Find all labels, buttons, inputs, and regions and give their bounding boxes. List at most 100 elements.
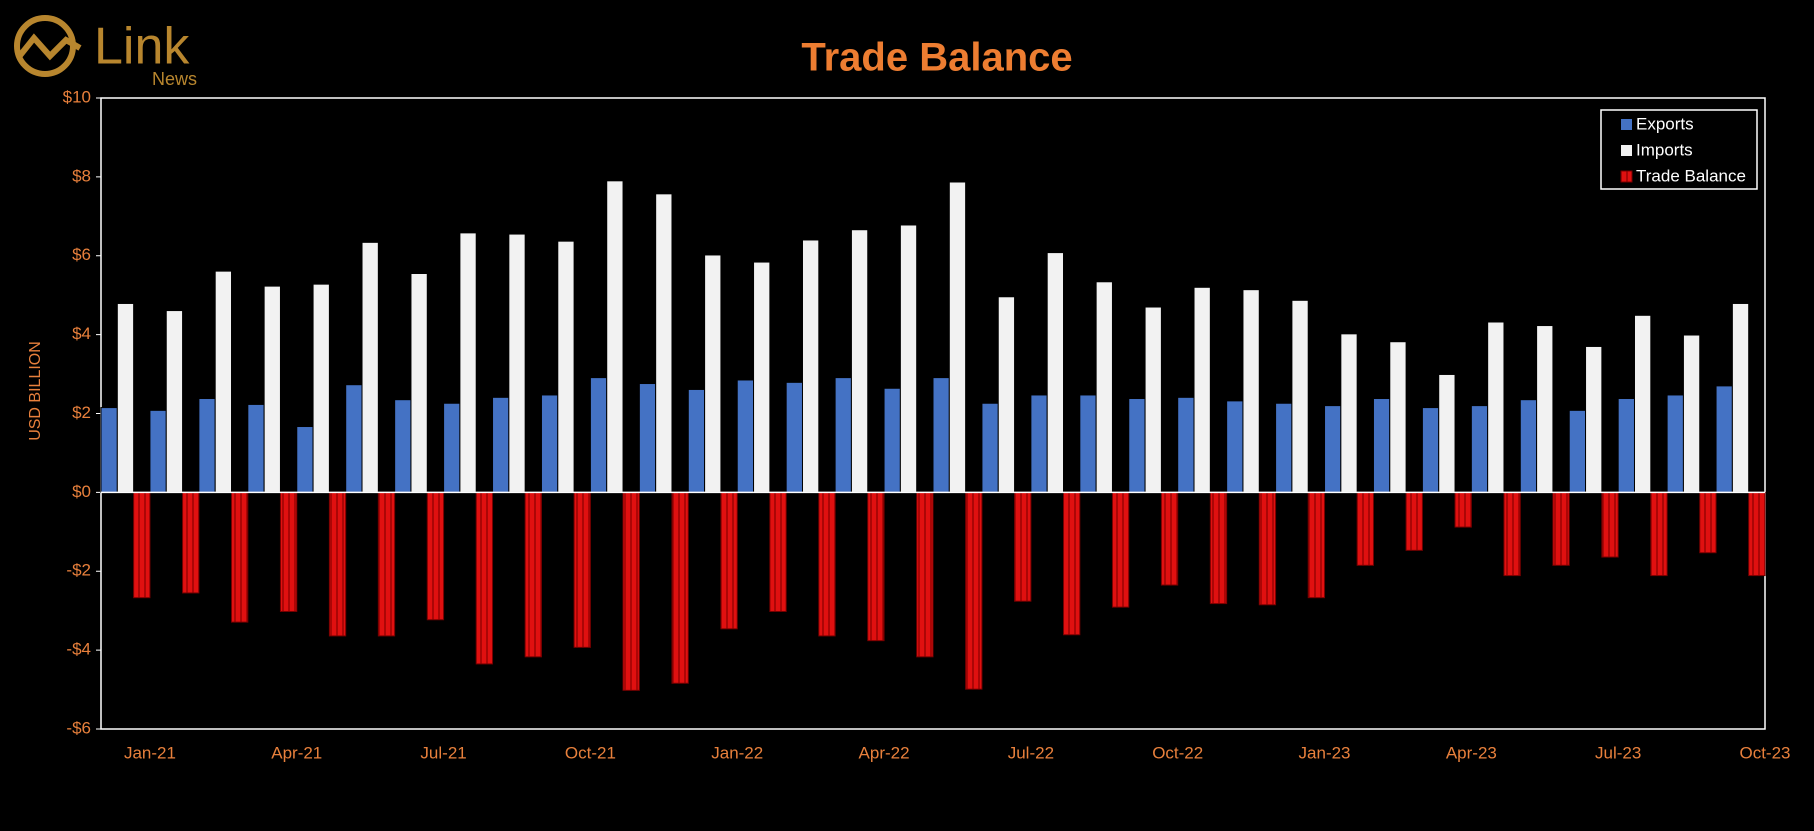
bar [1372, 398, 1391, 493]
bar [1503, 491, 1521, 577]
y-tick-label: $8 [72, 166, 91, 185]
bar [1079, 394, 1097, 493]
bar [1014, 491, 1032, 602]
bar [1258, 491, 1277, 606]
y-tick-label: $0 [72, 482, 91, 501]
bar [410, 272, 428, 493]
bar [785, 381, 803, 493]
y-tick-label: $2 [72, 403, 91, 422]
legend-swatch [1621, 145, 1632, 156]
bar [1030, 394, 1048, 493]
bar [1682, 334, 1701, 493]
bar [1405, 491, 1423, 551]
bar [997, 296, 1016, 493]
bar [818, 491, 836, 637]
x-tick-label: Oct-23 [1739, 743, 1790, 762]
bar [899, 224, 918, 493]
bar [459, 232, 477, 493]
bar [1438, 373, 1456, 493]
bar [296, 426, 314, 493]
bar [1046, 252, 1065, 493]
bar [1307, 491, 1326, 599]
bar [1209, 491, 1228, 605]
bar [932, 377, 950, 493]
bar [312, 283, 330, 493]
x-tick-label: Jan-21 [124, 743, 176, 762]
bar [1275, 402, 1293, 493]
bar [916, 491, 934, 658]
bar [1666, 394, 1684, 493]
bar [801, 239, 820, 493]
bar [328, 491, 347, 637]
bar [1177, 396, 1195, 493]
y-tick-label: -$4 [66, 640, 91, 659]
bar [769, 491, 787, 612]
bar [1487, 321, 1505, 493]
bar [671, 491, 689, 684]
legend-swatch [1621, 119, 1632, 130]
y-tick-label: $6 [72, 245, 91, 264]
bar [149, 409, 167, 493]
bar [1568, 409, 1587, 493]
bar [1193, 286, 1211, 493]
y-tick-label: $10 [63, 87, 91, 106]
bar [1552, 491, 1570, 566]
bar [214, 270, 233, 493]
bar [345, 384, 363, 493]
bar [834, 377, 852, 493]
bar [1144, 306, 1162, 493]
bar [1160, 491, 1179, 586]
bar [1291, 299, 1309, 493]
x-tick-label: Apr-23 [1446, 743, 1497, 762]
bar [1389, 341, 1407, 493]
bar [198, 398, 216, 493]
bar [1633, 314, 1652, 493]
bar [1519, 399, 1538, 493]
bar [475, 491, 494, 665]
bar [1111, 491, 1130, 608]
bar [394, 399, 412, 493]
logo: Link News [14, 15, 197, 89]
logo-sub: News [152, 69, 197, 89]
bar [133, 491, 151, 599]
bar [540, 394, 559, 493]
bar [638, 383, 657, 493]
x-tick-label: Jul-22 [1008, 743, 1054, 762]
chart-title: Trade Balance [801, 36, 1072, 80]
bar [557, 240, 575, 493]
bar [231, 491, 249, 623]
bar [100, 407, 118, 493]
bar [1601, 491, 1619, 558]
bar [279, 491, 298, 612]
bar [736, 379, 755, 493]
bar [1650, 491, 1668, 577]
bar [1536, 325, 1554, 493]
bar [1748, 491, 1766, 577]
bar [1421, 407, 1440, 493]
bar [606, 180, 624, 493]
bar [263, 285, 281, 493]
y-tick-label: $4 [72, 324, 91, 343]
bar [524, 491, 542, 658]
bar [1226, 400, 1244, 493]
bar [704, 254, 722, 493]
x-tick-label: Jan-22 [711, 743, 763, 762]
bar [1715, 385, 1733, 493]
bar [1470, 405, 1489, 493]
bar [1340, 333, 1358, 493]
bar [589, 377, 608, 493]
bar [116, 302, 135, 493]
bar [1731, 302, 1750, 493]
legend-label: Trade Balance [1636, 166, 1746, 185]
x-tick-label: Jul-21 [420, 743, 466, 762]
bar [867, 491, 885, 642]
x-tick-label: Jul-23 [1595, 743, 1641, 762]
bar [965, 491, 983, 690]
logo-text: Link [94, 18, 190, 76]
bar [1617, 398, 1635, 493]
bar [573, 491, 591, 648]
bar [1454, 491, 1472, 528]
x-tick-label: Oct-22 [1152, 743, 1203, 762]
bar [720, 491, 738, 630]
